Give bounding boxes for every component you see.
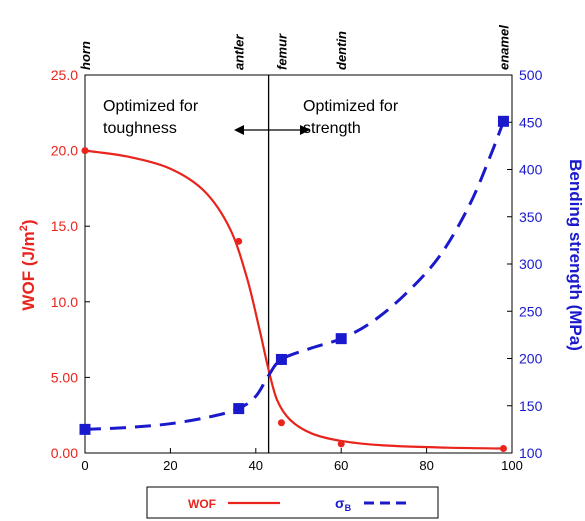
left-y-tick-labels: 0.00 5.00 10.0 15.0 20.0 25.0	[51, 67, 78, 461]
x-tick-label: 80	[419, 458, 433, 473]
right-y-tick-label: 200	[519, 351, 543, 367]
wof-point	[499, 444, 507, 452]
right-y-tick-label: 400	[519, 162, 543, 178]
left-axis-label: WOF (J/m2)	[18, 219, 38, 310]
wof-point	[235, 237, 243, 245]
annotation-toughness-line1: Optimized for	[103, 98, 199, 115]
sigma-b-point	[497, 115, 509, 127]
annotation-strength-line1: Optimized for	[303, 98, 399, 115]
right-y-tick-label: 450	[519, 114, 543, 130]
left-y-tick-label: 15.0	[51, 218, 78, 234]
legend: WOF σB	[146, 486, 439, 519]
series-line-sigma-b	[84, 120, 505, 431]
x-tick-labels: 0 20 40 60 80 100	[81, 458, 522, 473]
series-layer	[79, 115, 509, 452]
legend-sigma-label: σB	[335, 495, 352, 513]
sigma-b-point	[79, 423, 91, 435]
double-arrow	[234, 125, 310, 135]
x-tick-label: 100	[501, 458, 523, 473]
left-y-tick-label: 25.0	[51, 67, 78, 83]
legend-wof-label: WOF	[188, 497, 216, 511]
annotation-strength-line2: strength	[303, 120, 361, 137]
sigma-b-point	[335, 333, 347, 345]
sigma-b-point	[233, 403, 245, 415]
right-y-tick-label: 350	[519, 209, 543, 225]
x-tick-label: 40	[249, 458, 263, 473]
material-label-enamel: enamel	[496, 25, 511, 70]
left-y-tick-label: 5.00	[51, 369, 78, 385]
left-y-tick-label: 10.0	[51, 294, 78, 310]
x-tick-label: 0	[81, 458, 88, 473]
material-labels: horn antler femur dentin enamel	[78, 25, 511, 70]
material-label-antler: antler	[232, 34, 247, 70]
wof-point	[337, 440, 345, 448]
x-tick-label: 60	[334, 458, 348, 473]
right-y-tick-labels: 100 150 200 250 300 350 400 450 500	[519, 67, 543, 461]
right-y-tick-label: 150	[519, 398, 543, 414]
annotation-toughness-line2: toughness	[103, 120, 177, 137]
x-tick-label: 20	[163, 458, 177, 473]
wof-point	[277, 419, 285, 427]
material-label-dentin: dentin	[334, 31, 349, 70]
axis-ticks	[84, 74, 513, 454]
material-label-horn: horn	[78, 41, 93, 70]
sigma-b-point	[275, 353, 287, 365]
right-y-tick-label: 300	[519, 256, 543, 272]
material-label-femur: femur	[274, 33, 289, 70]
left-y-tick-label: 20.0	[51, 143, 78, 159]
right-y-tick-label: 500	[519, 67, 543, 83]
legend-box	[146, 486, 439, 519]
series-line-wof	[84, 149, 504, 450]
right-axis-label: Bending strength (MPa)	[566, 159, 585, 351]
wof-point	[81, 147, 89, 155]
right-y-tick-label: 250	[519, 303, 543, 319]
left-y-tick-label: 0.00	[51, 445, 78, 461]
right-y-tick-label: 100	[519, 445, 543, 461]
